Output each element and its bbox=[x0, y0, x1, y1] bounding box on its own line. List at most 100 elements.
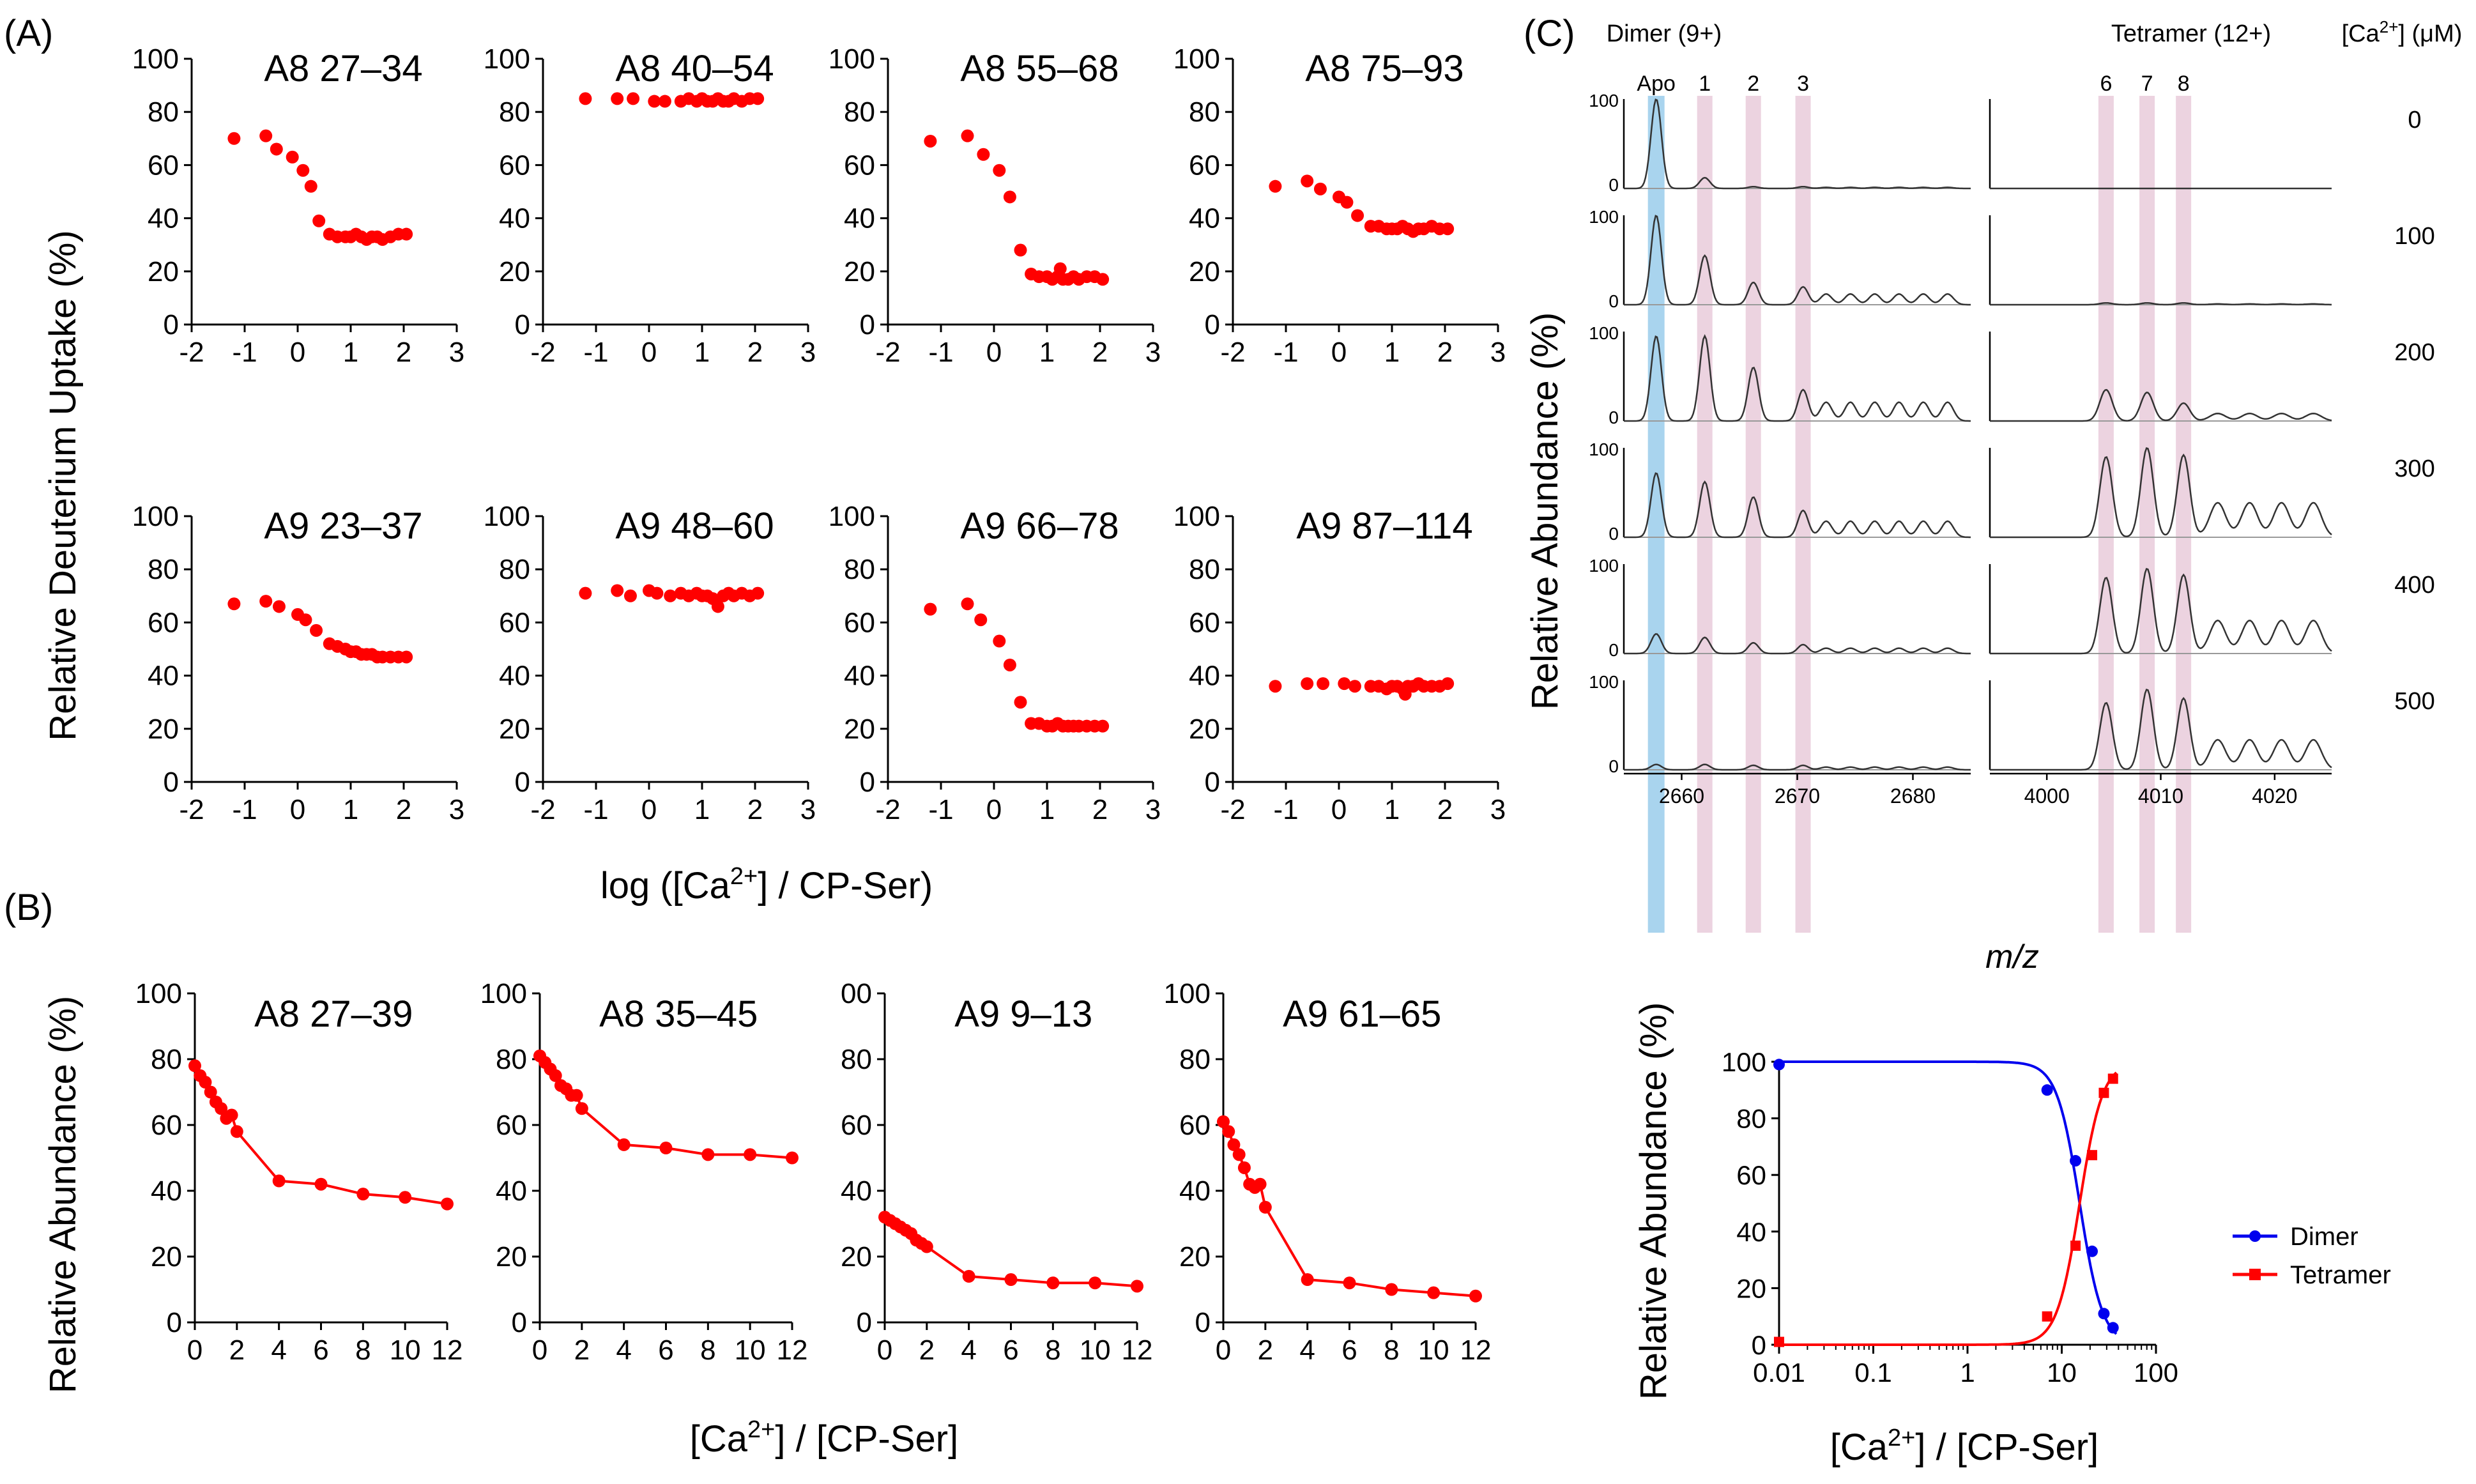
y-tick-label: 100 bbox=[829, 43, 875, 75]
data-point bbox=[611, 584, 624, 597]
data-point bbox=[441, 1197, 454, 1211]
x-tick-label: 1 bbox=[1384, 337, 1400, 368]
x-tick-label: 3 bbox=[449, 794, 464, 825]
x-tick-label: 3 bbox=[1145, 337, 1161, 368]
dimer-trace bbox=[1624, 215, 1971, 306]
y-tick-label: 20 bbox=[499, 714, 530, 745]
x-tick-label: 0.01 bbox=[1753, 1358, 1805, 1388]
dimer-point bbox=[2041, 1084, 2053, 1096]
y-tick-label: 80 bbox=[499, 96, 530, 128]
data-point bbox=[650, 586, 664, 600]
data-point bbox=[924, 602, 937, 616]
spectrum-row-400: 100 0 400 bbox=[1589, 556, 2434, 660]
data-point bbox=[579, 586, 592, 600]
y-tick-label: 100 bbox=[1722, 1047, 1766, 1077]
x-tick-label: 4010 bbox=[2138, 784, 2183, 807]
y-tick-label: 80 bbox=[148, 554, 179, 585]
data-point bbox=[924, 134, 937, 148]
data-point bbox=[962, 1269, 975, 1283]
y-tick-label: 100 bbox=[1589, 207, 1619, 227]
y-tick-label: 100 bbox=[1589, 440, 1619, 459]
x-tick-label: 3 bbox=[1490, 794, 1506, 825]
peak-3-band bbox=[1795, 96, 1811, 933]
data-point bbox=[1469, 1289, 1482, 1303]
y-tick-label: 100 bbox=[135, 978, 182, 1009]
concentration-label: 300 bbox=[2394, 455, 2434, 482]
data-point bbox=[1348, 680, 1361, 693]
dimer-trace bbox=[1624, 98, 1971, 190]
y-tick-label: 60 bbox=[841, 1110, 872, 1141]
y-tick-label: 0 bbox=[860, 309, 875, 340]
peak-label: Apo bbox=[1637, 72, 1676, 96]
data-point bbox=[659, 1142, 673, 1155]
tetramer-point bbox=[2087, 1150, 2098, 1161]
data-point bbox=[1014, 243, 1027, 257]
data-point bbox=[1003, 190, 1016, 204]
y-tick-label: 80 bbox=[844, 554, 875, 585]
concentration-label: 400 bbox=[2394, 572, 2434, 599]
x-tick-label: 1 bbox=[1384, 794, 1400, 825]
x-tick-label: 12 bbox=[777, 1335, 808, 1366]
data-point bbox=[188, 1059, 201, 1073]
uptake-plot-a8-75-93: 0 20 40 60 80 100 -2 -1 0 1 2 3 A8 75–93 bbox=[1173, 43, 1506, 368]
data-point bbox=[400, 650, 413, 664]
y-tick-label: 0 bbox=[1609, 640, 1619, 660]
x-tick-label: -1 bbox=[928, 794, 953, 825]
y-tick-label: 80 bbox=[844, 96, 875, 128]
x-tick-label: -1 bbox=[1273, 337, 1298, 368]
concentration-label: 100 bbox=[2394, 223, 2434, 250]
peak-6-band bbox=[2098, 96, 2114, 933]
data-point bbox=[304, 180, 317, 193]
y-tick-label: 60 bbox=[148, 149, 179, 181]
x-tick-label: 3 bbox=[1490, 337, 1506, 368]
data-point bbox=[356, 1188, 370, 1201]
data-point bbox=[1046, 1276, 1060, 1290]
x-tick-label: -1 bbox=[1273, 794, 1298, 825]
x-tick-label: 8 bbox=[355, 1335, 371, 1366]
x-tick-label: 2 bbox=[1092, 337, 1108, 368]
plot-title: A8 27–39 bbox=[254, 993, 413, 1035]
plot-title: A9 48–60 bbox=[615, 505, 774, 547]
legend-tetramer-marker bbox=[2249, 1269, 2261, 1280]
titration-ylabel: Relative Abundance (%) bbox=[1633, 1002, 1674, 1400]
concentration-label: 0 bbox=[2408, 107, 2421, 134]
y-tick-label: 0 bbox=[860, 767, 875, 798]
x-tick-label: 2 bbox=[747, 794, 763, 825]
plot-title: A8 40–54 bbox=[615, 48, 774, 89]
y-tick-label: 100 bbox=[1164, 978, 1211, 1009]
y-tick-label: 20 bbox=[499, 256, 530, 287]
x-tick-label: 1 bbox=[1039, 337, 1055, 368]
y-tick-label: 60 bbox=[499, 607, 530, 638]
y-tick-label: 0 bbox=[1609, 291, 1619, 311]
x-tick-label: -2 bbox=[530, 794, 555, 825]
x-tick-label: -1 bbox=[232, 337, 257, 368]
peak-label: 6 bbox=[2100, 72, 2112, 96]
panel-label-a: (A) bbox=[4, 13, 53, 54]
data-point bbox=[1351, 209, 1364, 222]
y-tick-label: 100 bbox=[1589, 556, 1619, 576]
y-tick-label: 40 bbox=[499, 203, 530, 234]
data-point bbox=[215, 1102, 228, 1115]
x-tick-label: 100 bbox=[2134, 1358, 2178, 1388]
data-point bbox=[1313, 182, 1327, 195]
plot-title: A8 75–93 bbox=[1305, 48, 1463, 89]
data-point bbox=[272, 600, 286, 613]
x-tick-label: -1 bbox=[583, 794, 608, 825]
x-tick-label: 8 bbox=[1045, 1335, 1060, 1366]
plot-title: A9 87–114 bbox=[1296, 505, 1472, 547]
tetramer-point bbox=[2107, 1073, 2118, 1084]
plot-title: A9 23–37 bbox=[264, 505, 422, 547]
data-point bbox=[1269, 180, 1282, 193]
x-tick-label: 2 bbox=[1437, 794, 1453, 825]
y-tick-label: 0 bbox=[164, 767, 179, 798]
tetramer-point bbox=[2070, 1240, 2081, 1251]
spectrum-row-300: 100 0 300 bbox=[1589, 440, 2434, 544]
tetramer-point bbox=[2042, 1311, 2052, 1322]
legend-tetramer-label: Tetramer bbox=[2290, 1261, 2391, 1289]
x-tick-label: 0 bbox=[877, 1335, 892, 1366]
x-tick-label: 0 bbox=[986, 337, 1002, 368]
y-tick-label: 0 bbox=[1609, 524, 1619, 544]
y-tick-label: 0 bbox=[857, 1307, 872, 1338]
y-tick-label: 100 bbox=[132, 501, 179, 532]
